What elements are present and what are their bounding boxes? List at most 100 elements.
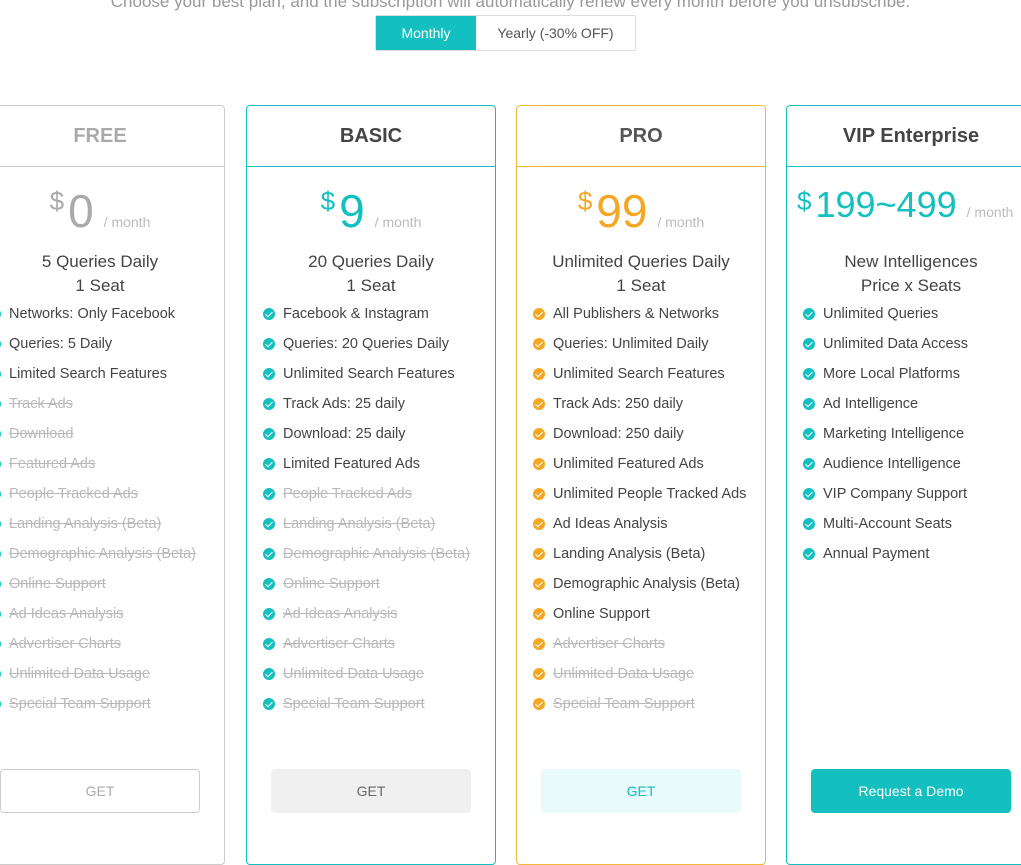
plan-card-pro: PRO $99 / month Unlimited Queries Daily 1… bbox=[516, 105, 766, 865]
feature-label: Unlimited People Tracked Ads bbox=[553, 486, 747, 502]
feature-label: Landing Analysis (Beta) bbox=[283, 516, 436, 532]
check-circle-disabled-icon bbox=[0, 668, 1, 680]
feature-item: Download bbox=[0, 419, 218, 449]
plan-name: BASIC bbox=[247, 106, 495, 167]
feature-label: Special Team Support bbox=[9, 696, 151, 712]
feature-label: Queries: Unlimited Daily bbox=[553, 336, 709, 352]
feature-item: Annual Payment bbox=[803, 539, 1021, 569]
feature-label: Queries: 20 Queries Daily bbox=[283, 336, 450, 352]
check-circle-icon bbox=[803, 338, 815, 350]
feature-item: Unlimited Featured Ads bbox=[533, 449, 759, 479]
request-demo-button[interactable]: Request a Demo bbox=[811, 769, 1011, 813]
feature-item: Ad Ideas Analysis bbox=[0, 599, 218, 629]
feature-label: Download bbox=[9, 426, 74, 442]
feature-item: Unlimited Search Features bbox=[263, 359, 489, 389]
feature-item: Multi-Account Seats bbox=[803, 509, 1021, 539]
feature-item: Demographic Analysis (Beta) bbox=[533, 569, 759, 599]
plan-queries: 20 Queries Daily bbox=[308, 252, 434, 271]
get-free-button[interactable]: GET bbox=[0, 769, 200, 813]
feature-label: Featured Ads bbox=[9, 456, 96, 472]
feature-item: Unlimited Search Features bbox=[533, 359, 759, 389]
check-circle-disabled-icon bbox=[263, 518, 275, 530]
check-circle-icon bbox=[533, 578, 545, 590]
get-pro-button[interactable]: GET bbox=[541, 769, 741, 813]
plan-card-free: FREE $0 / month 5 Queries Daily 1 Seat Ne… bbox=[0, 105, 225, 865]
plan-price: $199~499 / month bbox=[797, 184, 1021, 226]
check-circle-disabled-icon bbox=[0, 398, 1, 410]
feature-label: Download: 25 daily bbox=[283, 426, 406, 442]
feature-label: Networks: Only Facebook bbox=[9, 306, 176, 322]
plan-name: FREE bbox=[0, 106, 224, 167]
feature-item: Advertiser Charts bbox=[263, 629, 489, 659]
check-circle-icon bbox=[533, 308, 545, 320]
feature-item: Unlimited Data Usage bbox=[0, 659, 218, 689]
feature-label: Demographic Analysis (Beta) bbox=[553, 576, 740, 592]
feature-label: Demographic Analysis (Beta) bbox=[283, 546, 470, 562]
feature-label: Limited Search Features bbox=[9, 366, 167, 382]
feature-item: Limited Search Features bbox=[0, 359, 218, 389]
feature-label: Online Support bbox=[283, 576, 380, 592]
check-circle-disabled-icon bbox=[533, 668, 545, 680]
price-amount: 0 bbox=[68, 185, 94, 237]
feature-label: Online Support bbox=[9, 576, 106, 592]
check-circle-disabled-icon bbox=[533, 638, 545, 650]
plan-summary: 20 Queries Daily 1 Seat bbox=[247, 250, 495, 298]
plan-card-basic: BASIC $9/ month 20 Queries Daily 1 Seat … bbox=[246, 105, 496, 865]
currency-symbol: $ bbox=[577, 186, 593, 216]
check-circle-disabled-icon bbox=[0, 638, 1, 650]
feature-label: Download: 250 daily bbox=[553, 426, 684, 442]
feature-item: Track Ads bbox=[0, 389, 218, 419]
feature-label: Unlimited Search Features bbox=[283, 366, 455, 382]
feature-item: Download: 25 daily bbox=[263, 419, 489, 449]
price-period: / month bbox=[966, 204, 1014, 220]
plan-summary: 5 Queries Daily 1 Seat bbox=[0, 250, 224, 298]
check-circle-disabled-icon bbox=[0, 458, 1, 470]
feature-item: Landing Analysis (Beta) bbox=[0, 509, 218, 539]
feature-label: Multi-Account Seats bbox=[823, 516, 952, 532]
feature-item: Demographic Analysis (Beta) bbox=[0, 539, 218, 569]
check-circle-icon bbox=[533, 338, 545, 350]
plan-price: $99 / month bbox=[517, 184, 765, 238]
check-circle-icon bbox=[533, 398, 545, 410]
check-circle-icon bbox=[803, 458, 815, 470]
feature-item: Queries: 20 Queries Daily bbox=[263, 329, 489, 359]
currency-symbol: $ bbox=[797, 186, 812, 216]
plan-seats: 1 Seat bbox=[75, 276, 125, 295]
get-basic-button[interactable]: GET bbox=[271, 769, 471, 813]
feature-item: All Publishers & Networks bbox=[533, 299, 759, 329]
monthly-option[interactable]: Monthly bbox=[376, 16, 476, 50]
feature-label: Unlimited Data Access bbox=[823, 336, 969, 352]
feature-label: Unlimited Data Usage bbox=[283, 666, 425, 682]
feature-item: Unlimited Data Usage bbox=[533, 659, 759, 689]
check-circle-icon bbox=[533, 548, 545, 560]
price-period: / month bbox=[103, 214, 151, 230]
feature-item: Ad Ideas Analysis bbox=[263, 599, 489, 629]
feature-item: Queries: Unlimited Daily bbox=[533, 329, 759, 359]
check-circle-icon bbox=[263, 458, 275, 470]
yearly-option[interactable]: Yearly (-30% OFF) bbox=[497, 25, 614, 41]
check-circle-disabled-icon bbox=[0, 608, 1, 620]
feature-label: People Tracked Ads bbox=[9, 486, 138, 502]
currency-symbol: $ bbox=[320, 186, 336, 216]
price-amount: 199~499 bbox=[815, 184, 957, 225]
feature-item: More Local Platforms bbox=[803, 359, 1021, 389]
check-circle-icon bbox=[803, 518, 815, 530]
plan-seats: 1 Seat bbox=[346, 276, 396, 295]
feature-item: Limited Featured Ads bbox=[263, 449, 489, 479]
feature-item: Unlimited Data Access bbox=[803, 329, 1021, 359]
check-circle-icon bbox=[803, 548, 815, 560]
feature-label: Marketing Intelligence bbox=[823, 426, 965, 442]
check-circle-icon bbox=[533, 368, 545, 380]
plan-card-vip: VIP Enterprise $199~499 / month New Intel… bbox=[786, 105, 1021, 865]
check-circle-disabled-icon bbox=[263, 668, 275, 680]
feature-item: Online Support bbox=[533, 599, 759, 629]
price-period: / month bbox=[374, 214, 422, 230]
feature-label: Queries: 5 Daily bbox=[9, 336, 113, 352]
check-circle-disabled-icon bbox=[263, 698, 275, 710]
feature-item: Special Team Support bbox=[0, 689, 218, 719]
check-circle-icon bbox=[0, 308, 1, 320]
check-circle-icon bbox=[803, 398, 815, 410]
check-circle-icon bbox=[0, 338, 1, 350]
check-circle-icon bbox=[0, 368, 1, 380]
feature-item: Track Ads: 250 daily bbox=[533, 389, 759, 419]
